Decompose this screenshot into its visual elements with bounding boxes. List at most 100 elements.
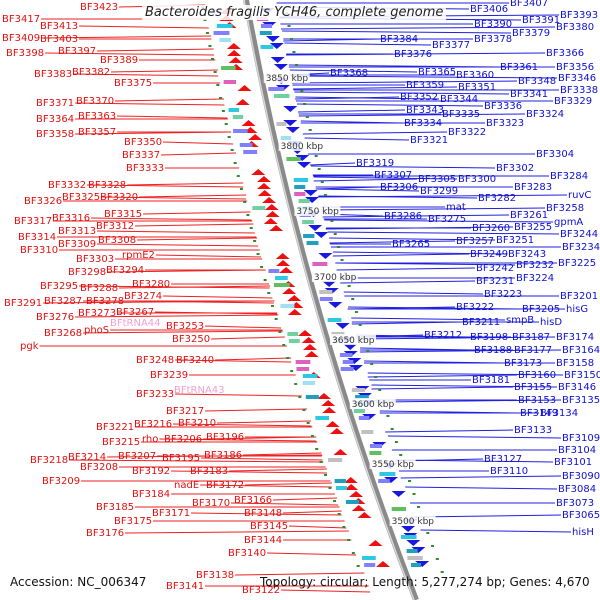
- gene-label: BF3215: [102, 437, 140, 448]
- gene-label: BF3406: [470, 4, 508, 15]
- scale-label: 3800 kbp: [281, 142, 324, 152]
- leader-line: [336, 267, 476, 271]
- leader-line: [97, 48, 214, 52]
- gene-label: rpmE2: [122, 250, 155, 261]
- gene-label: BF3175: [114, 516, 152, 527]
- leader-line: [327, 231, 560, 235]
- gene-label: BF3284: [550, 171, 588, 182]
- track-tick: [249, 227, 253, 229]
- gene-label: BF3122: [242, 585, 280, 596]
- gene-label: BF3288: [80, 283, 118, 294]
- track-tick: [354, 311, 358, 313]
- reverse-gene-arrow: [391, 491, 406, 497]
- reverse-gene-arrow: [411, 547, 426, 553]
- leader-line: [329, 240, 456, 244]
- leader-line: [79, 25, 209, 29]
- leader-line: [155, 254, 262, 258]
- feature-box: [294, 185, 306, 189]
- gene-label: BF3267: [116, 307, 154, 318]
- map-footer: Accession: NC_006347 Topology: circular;…: [0, 572, 600, 600]
- track-tick: [292, 51, 296, 53]
- gene-label: BF3268: [44, 328, 82, 339]
- feature-box: [221, 66, 236, 70]
- gene-label: BF3348: [518, 76, 556, 87]
- gene-label: phoS: [84, 325, 109, 336]
- gene-label: pgk: [20, 341, 39, 352]
- leader-line: [318, 195, 478, 199]
- gene-label: BF3170: [192, 498, 230, 509]
- feature-box: [355, 395, 369, 399]
- scale-label: 3550 kbp: [372, 460, 415, 470]
- gene-label: BF3181: [472, 375, 510, 386]
- leader-line: [335, 262, 516, 266]
- leader-line: [215, 357, 292, 361]
- feature-box: [295, 360, 311, 364]
- leader-line: [283, 510, 342, 514]
- forward-gene-arrow: [343, 477, 358, 483]
- feature-box: [280, 304, 295, 308]
- gene-label: hisG: [566, 304, 588, 315]
- feature-box: [303, 234, 315, 238]
- gene-label: BF3315: [104, 209, 142, 220]
- forward-gene-arrow: [248, 134, 263, 140]
- leader-line: [231, 502, 339, 506]
- track-tick: [333, 233, 337, 235]
- gene-label: BF3258: [546, 203, 584, 214]
- scale-label: 3650 kbp: [332, 336, 375, 346]
- track-tick: [370, 363, 374, 365]
- scale-labels: 3850 kbp 3800 kbp 3750 kbp 3700 kbp 3650 kbp…: [263, 72, 436, 527]
- leader-line: [356, 336, 556, 340]
- forward-gene-arrow: [269, 225, 284, 231]
- leader-line: [387, 435, 562, 439]
- feature-box: [369, 444, 383, 448]
- gene-label: BF3110: [490, 466, 528, 477]
- gene-label: BF3294: [106, 265, 144, 276]
- forward-gene-arrow: [276, 260, 291, 266]
- reverse-gene-arrow: [318, 253, 333, 259]
- gene-label: BF3173: [504, 358, 542, 369]
- leader-line: [91, 217, 252, 221]
- track-tick: [351, 298, 355, 300]
- gene-label: BF3379: [512, 28, 550, 39]
- forward-gene-arrow: [322, 407, 337, 413]
- gene-label: BF3278: [86, 296, 124, 307]
- gene-label: BF3176: [86, 528, 124, 539]
- track-tick: [227, 136, 231, 138]
- gene-label: BF3206: [164, 434, 202, 445]
- reverse-gene-arrow: [283, 120, 298, 126]
- forward-gene-arrow: [368, 540, 383, 546]
- leader-line: [139, 194, 247, 198]
- forward-gene-arrow: [279, 267, 294, 273]
- gene-label: BF3232: [516, 260, 554, 271]
- gene-label: BF3413: [40, 21, 78, 32]
- gene-label: BF3244: [560, 229, 598, 240]
- gene-label: BF3198: [470, 332, 508, 343]
- feature-box: [239, 143, 253, 147]
- feature-box: [391, 507, 406, 511]
- reverse-gene-arrow: [270, 57, 285, 63]
- feature-box: [342, 360, 354, 364]
- track-tick: [347, 285, 351, 287]
- gene-label: hisD: [540, 317, 562, 328]
- gene-label: mat: [446, 202, 466, 213]
- gene-label: BF3310: [20, 245, 58, 256]
- feature-box: [358, 416, 370, 420]
- feature-box: [327, 458, 343, 462]
- gene-label: BF3160: [518, 370, 556, 381]
- gene-label: BF3127: [484, 454, 522, 465]
- gene-label: BF3333: [126, 163, 164, 174]
- gene-label: BF3146: [558, 382, 596, 393]
- track-tick: [351, 552, 355, 554]
- scale-label-bg: [349, 398, 396, 409]
- feature-box: [302, 381, 315, 385]
- track-tick: [408, 480, 412, 482]
- leader-line: [97, 243, 259, 247]
- forward-gene-arrow: [333, 449, 348, 455]
- leader-line: [211, 336, 285, 340]
- gene-label: BF3393: [560, 10, 598, 21]
- leader-line: [171, 470, 327, 474]
- feature-box: [275, 276, 288, 280]
- reverse-gene-arrow: [335, 323, 350, 329]
- gene-label: BF3383: [34, 69, 72, 80]
- reverse-gene-arrow: [384, 477, 399, 483]
